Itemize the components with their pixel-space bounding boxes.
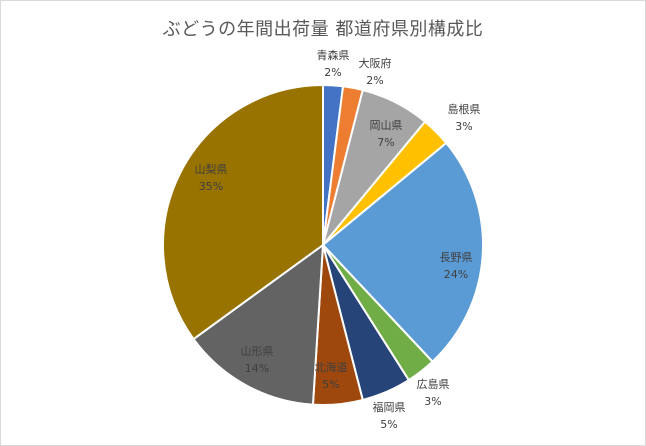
slice-percent-label: 2%: [324, 66, 341, 79]
slice-label: 岡山県: [370, 119, 403, 132]
slice-label: 福岡県: [373, 400, 406, 414]
slice-label: 大阪府: [359, 56, 392, 70]
slice-percent-label: 14%: [245, 362, 269, 375]
chart-title: ぶどうの年間出荷量 都道府県別構成比: [162, 19, 484, 40]
slice-percent-label: 35%: [199, 180, 223, 193]
pie-slice: [162, 83, 324, 341]
slice-percent-label: 5%: [322, 378, 339, 391]
slice-percent-label: 24%: [444, 268, 468, 281]
pie-slice: [192, 242, 325, 406]
slice-label: 広島県: [417, 377, 450, 391]
slice-label: 山梨県: [195, 162, 228, 176]
slice-percent-label: 2%: [366, 74, 383, 87]
slice-label: 北海道: [315, 360, 348, 374]
pie-slice: [321, 141, 484, 364]
slice-label: 島根県: [448, 102, 481, 116]
slice-label: 青森県: [317, 48, 350, 62]
slice-percent-label: 3%: [424, 395, 441, 408]
slice-label: 長野県: [440, 251, 473, 264]
slice-percent-label: 3%: [455, 120, 472, 133]
slice-percent-label: 5%: [380, 418, 397, 431]
slice-percent-label: 7%: [377, 136, 394, 149]
slice-label: 山形県: [241, 345, 274, 358]
